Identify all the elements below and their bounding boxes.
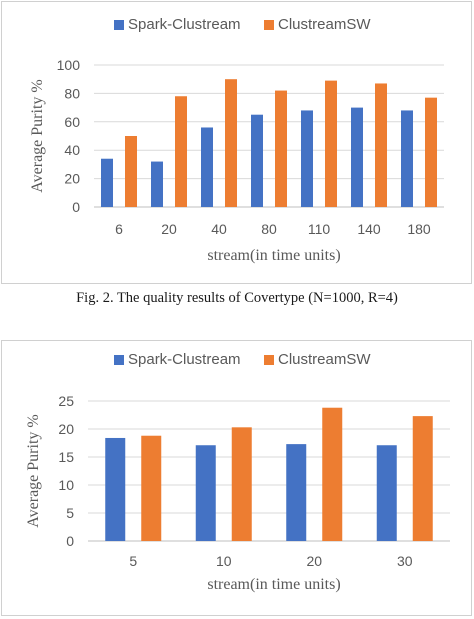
chart1-bar-clustreamsw (275, 90, 287, 207)
chart1-bar-spark-clustream (251, 114, 263, 207)
chart1-bar-spark-clustream (101, 158, 113, 207)
chart1-bar-spark-clustream (151, 161, 163, 207)
chart2-x-tick-label: 10 (216, 553, 232, 569)
chart2-y-tick-label: 10 (58, 477, 74, 493)
chart2-y-tick-label: 5 (66, 505, 74, 521)
chart2-legend-label: ClustreamSW (278, 351, 371, 368)
chart1-bar-clustreamsw (425, 97, 437, 207)
chart1-bar-clustreamsw (175, 96, 187, 207)
chart1-y-tick-label: 0 (72, 199, 80, 215)
chart2-bar-spark-clustream (105, 437, 126, 541)
chart2-y-tick-label: 15 (58, 449, 74, 465)
chart2-y-tick-label: 20 (58, 421, 74, 437)
chart2-bar-spark-clustream (376, 445, 397, 541)
chart2-y-tick-label: 25 (58, 393, 74, 409)
chart2-x-tick-label: 30 (397, 553, 413, 569)
chart1-legend-swatch (114, 20, 124, 30)
chart2-x-axis-title: stream(in time units) (207, 576, 340, 593)
chart1-legend-label: Spark-Clustream (128, 16, 241, 33)
chart1-x-tick-label: 140 (357, 221, 381, 237)
chart2-y-axis-title: Average Purity % (25, 414, 42, 527)
chart1-bar-clustreamsw (225, 79, 237, 207)
chart-panel-1: 0 20 40 60 80 100 6 20 40 80 110 140 180 stream(in ti… (1, 1, 472, 284)
chart2-bar-spark-clustream (286, 444, 307, 541)
chart2-legend-label: Spark-Clustream (128, 351, 241, 368)
chart1-x-axis-title: stream(in time units) (207, 247, 340, 264)
chart1-bar-clustreamsw (325, 80, 337, 207)
chart2-x-tick-label: 5 (129, 553, 137, 569)
chart1-bar-clustreamsw (375, 83, 387, 207)
chart1-x-tick-label: 80 (261, 221, 277, 237)
chart-panel-2: 0 5 10 15 20 25 5 10 20 30 stream(in time units) Av… (1, 340, 472, 616)
chart1-y-axis-title: Average Purity % (29, 79, 46, 192)
chart1-bar-spark-clustream (201, 127, 213, 207)
chart2-legend-swatch (114, 355, 124, 365)
chart2-bar-clustreamsw (412, 416, 433, 541)
chart2-bar-spark-clustream (195, 445, 216, 541)
chart1-y-tick-label: 60 (64, 114, 80, 130)
chart2-legend-swatch (264, 355, 274, 365)
figure-caption: Fig. 2. The quality results of Covertype… (76, 290, 398, 306)
chart1-bar-clustreamsw (125, 136, 137, 207)
chart1-y-tick-label: 40 (64, 142, 80, 158)
chart1-x-tick-label: 110 (308, 221, 331, 237)
chart2-bar-clustreamsw (231, 427, 252, 541)
chart1-x-tick-label: 20 (161, 221, 177, 237)
chart1-x-tick-label: 6 (115, 221, 123, 237)
chart1-bar-spark-clustream (351, 107, 363, 207)
chart2-bar-clustreamsw (322, 407, 343, 541)
chart1-legend-label: ClustreamSW (278, 16, 371, 33)
chart1-y-tick-label: 20 (64, 171, 80, 187)
chart1-legend-swatch (264, 20, 274, 30)
chart1-x-tick-label: 180 (407, 221, 431, 237)
chart2-y-tick-label: 0 (66, 533, 74, 549)
chart1-y-tick-label: 100 (57, 57, 81, 73)
chart1-bar-spark-clustream (301, 110, 313, 207)
chart-2-svg: 0 5 10 15 20 25 5 10 20 30 stream(in time units) Av… (25, 351, 450, 593)
chart-1-svg: 0 20 40 60 80 100 6 20 40 80 110 140 180 stream(in ti… (29, 16, 444, 264)
chart1-y-tick-label: 80 (64, 85, 80, 101)
chart1-x-tick-label: 40 (211, 221, 227, 237)
chart2-x-tick-label: 20 (306, 553, 322, 569)
chart2-bar-clustreamsw (141, 435, 162, 541)
chart1-bar-spark-clustream (401, 110, 413, 207)
